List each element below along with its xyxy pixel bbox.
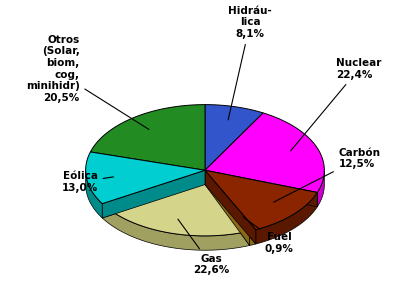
Text: Carbón
12,5%: Carbón 12,5% <box>273 148 380 202</box>
Text: Gas
22,6%: Gas 22,6% <box>178 219 229 275</box>
Polygon shape <box>204 170 317 207</box>
Polygon shape <box>204 170 249 246</box>
Polygon shape <box>317 171 324 207</box>
Polygon shape <box>204 170 255 244</box>
Polygon shape <box>249 230 255 246</box>
Polygon shape <box>204 170 317 230</box>
Text: Nuclear
22,4%: Nuclear 22,4% <box>290 58 381 151</box>
Polygon shape <box>85 171 102 218</box>
Polygon shape <box>204 170 255 244</box>
Polygon shape <box>102 170 204 218</box>
Polygon shape <box>204 170 317 207</box>
Text: Eólica
13,0%: Eólica 13,0% <box>61 171 113 193</box>
Polygon shape <box>255 192 317 244</box>
Polygon shape <box>90 105 204 170</box>
Text: Fuel
0,9%: Fuel 0,9% <box>243 217 293 254</box>
Text: Otros
(Solar,
biom,
cog,
minihidr)
20,5%: Otros (Solar, biom, cog, minihidr) 20,5% <box>26 35 148 129</box>
Polygon shape <box>85 152 204 204</box>
Polygon shape <box>204 170 255 231</box>
Polygon shape <box>102 170 249 236</box>
Polygon shape <box>204 105 263 170</box>
Polygon shape <box>204 170 249 246</box>
Polygon shape <box>204 113 324 192</box>
Polygon shape <box>102 204 249 250</box>
Polygon shape <box>102 170 204 218</box>
Text: Hidráu-
lica
8,1%: Hidráu- lica 8,1% <box>227 6 272 120</box>
